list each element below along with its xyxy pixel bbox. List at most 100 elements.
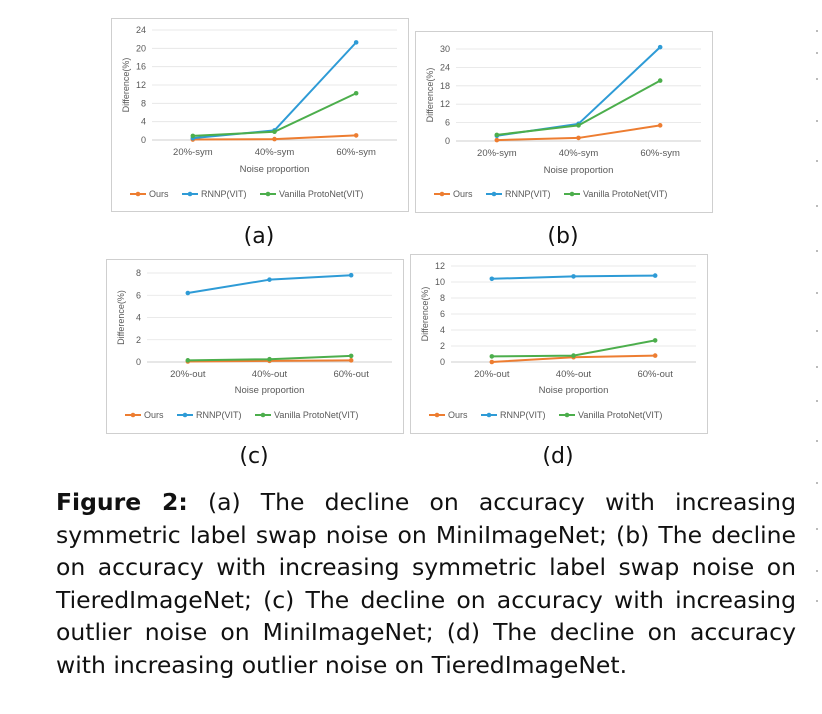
- y-tick-label: 18: [440, 81, 450, 91]
- edge-mark: [816, 400, 818, 402]
- data-point-vanilla: [185, 358, 191, 363]
- series-line-rnnp: [192, 41, 357, 140]
- legend-label-ours: Ours: [149, 189, 169, 199]
- edge-mark: [816, 120, 818, 122]
- data-point-vanilla: [571, 353, 576, 358]
- legend-marker-ours: [434, 412, 440, 418]
- x-tick-label: 40%-out: [556, 369, 592, 380]
- y-tick-label: 24: [440, 62, 450, 72]
- data-point-ours: [348, 358, 354, 363]
- edge-mark: [816, 78, 818, 80]
- edge-mark: [816, 30, 818, 32]
- y-axis-title: Difference(%): [425, 68, 435, 123]
- y-axis-title: Difference(%): [116, 290, 126, 345]
- legend-label-vanilla: Vanilla ProtoNet(VIT): [274, 410, 358, 420]
- legend-label-vanilla: Vanilla ProtoNet(VIT): [583, 189, 667, 199]
- legend-marker-vanilla: [569, 191, 575, 197]
- edge-mark: [816, 528, 818, 530]
- legend-marker-rnnp: [182, 412, 188, 418]
- chart-panel-c: 0 2 4 6 8 20%-out 40%-out 60%-out Noise proporti…: [106, 259, 404, 434]
- data-point-ours: [353, 133, 359, 138]
- data-point-rnnp: [185, 290, 191, 296]
- legend-marker-vanilla: [265, 191, 271, 197]
- figure-caption: Figure 2: (a) The decline on accuracy wi…: [56, 486, 796, 681]
- y-tick-label: 20: [136, 43, 146, 53]
- chart-panel-d: 0 2 4 6 8 10 12 20%-out 40%-out 60%-out Noise prop…: [410, 254, 708, 434]
- y-tick-label: 0: [141, 135, 146, 145]
- data-point-vanilla: [652, 338, 658, 343]
- x-tick-label: 20%-sym: [477, 148, 517, 159]
- y-tick-label: 0: [440, 357, 445, 367]
- edge-mark: [816, 250, 818, 252]
- edge-mark: [816, 482, 818, 484]
- y-tick-label: 4: [141, 117, 146, 127]
- y-tick-label: 0: [445, 136, 450, 146]
- y-tick-label: 4: [440, 325, 445, 335]
- y-tick-label: 12: [440, 99, 450, 109]
- data-point-ours: [657, 123, 663, 128]
- y-tick-label: 6: [440, 309, 445, 319]
- x-tick-label: 40%-out: [252, 369, 288, 380]
- y-tick-label: 6: [445, 118, 450, 128]
- y-tick-label: 24: [136, 25, 146, 35]
- x-axis-title: Noise proportion: [235, 385, 305, 396]
- legend-marker-ours: [135, 191, 141, 197]
- y-tick-label: 6: [136, 290, 141, 300]
- data-point-vanilla: [489, 354, 495, 359]
- data-point-vanilla: [267, 356, 272, 362]
- y-tick-label: 8: [141, 98, 146, 108]
- legend-label-vanilla: Vanilla ProtoNet(VIT): [578, 410, 662, 420]
- y-tick-label: 2: [440, 341, 445, 351]
- legend-label-rnnp: RNNP(VIT): [505, 189, 551, 199]
- x-tick-label: 40%-sym: [255, 147, 295, 158]
- data-point-ours: [576, 135, 581, 141]
- x-tick-label: 40%-sym: [559, 148, 599, 159]
- legend-label-ours: Ours: [448, 410, 468, 420]
- data-point-rnnp: [348, 272, 354, 278]
- data-point-ours: [489, 359, 495, 365]
- x-tick-label: 60%-out: [333, 369, 369, 380]
- subfigure-label-a: (a): [243, 224, 275, 249]
- x-tick-label: 60%-out: [637, 369, 673, 380]
- legend-marker-rnnp: [486, 412, 492, 418]
- data-point-rnnp: [571, 274, 576, 279]
- x-tick-label: 60%-sym: [336, 147, 376, 158]
- data-point-vanilla: [190, 133, 196, 139]
- chart-c: 0 2 4 6 8 20%-out 40%-out 60%-out Noise proporti…: [116, 268, 392, 420]
- y-tick-label: 10: [435, 277, 445, 287]
- subfigure-label-c: (c): [239, 444, 269, 469]
- y-axis-title: Difference(%): [420, 287, 430, 342]
- data-point-vanilla: [657, 78, 663, 83]
- edge-mark: [816, 600, 818, 602]
- y-tick-label: 12: [435, 261, 445, 271]
- chart-panel-b: 0 6 12 18 24 30 20%-sym 40%-sym 60%-sym Noise pro…: [415, 31, 713, 213]
- edge-mark: [816, 52, 818, 54]
- x-axis-title: Noise proportion: [544, 165, 614, 176]
- subfigure-label-d: (d): [542, 444, 574, 469]
- data-point-rnnp: [489, 276, 495, 282]
- chart-d: 0 2 4 6 8 10 12 20%-out 40%-out 60%-out Noise prop…: [420, 261, 696, 420]
- data-point-rnnp: [267, 277, 272, 282]
- legend-marker-vanilla: [564, 412, 570, 418]
- y-tick-label: 2: [136, 335, 141, 345]
- edge-mark: [816, 366, 818, 368]
- legend-marker-ours: [130, 412, 136, 418]
- chart-b: 0 6 12 18 24 30 20%-sym 40%-sym 60%-sym Noise pro…: [425, 44, 701, 199]
- x-tick-label: 60%-sym: [640, 148, 680, 159]
- data-point-vanilla: [576, 123, 581, 128]
- edge-mark: [816, 330, 818, 332]
- y-tick-label: 16: [136, 62, 146, 72]
- y-tick-label: 30: [440, 44, 450, 54]
- data-point-rnnp: [657, 44, 663, 50]
- legend-marker-vanilla: [260, 412, 266, 418]
- data-point-rnnp: [652, 273, 658, 278]
- caption-text: (a) The decline on accuracy with increas…: [56, 488, 796, 679]
- page-edge-marks: [812, 30, 822, 610]
- legend-marker-rnnp: [187, 191, 193, 197]
- caption-label: Figure 2:: [56, 488, 188, 516]
- y-tick-label: 4: [136, 313, 141, 323]
- data-point-vanilla: [494, 132, 500, 138]
- x-axis-title: Noise proportion: [240, 164, 310, 175]
- legend-label-ours: Ours: [453, 189, 473, 199]
- legend-marker-ours: [439, 191, 445, 197]
